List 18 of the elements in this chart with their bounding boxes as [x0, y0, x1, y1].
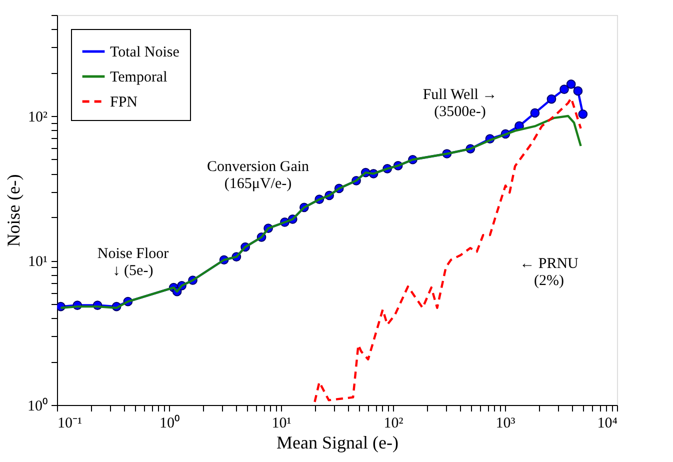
y-axis-title: Noise (e-) — [4, 174, 24, 247]
x-tick-label: 10¹ — [272, 416, 292, 432]
y-tick-label: 10⁰ — [28, 398, 48, 414]
legend-label: Total Noise — [110, 44, 180, 60]
x-axis-title: Mean Signal (e-) — [276, 432, 398, 452]
x-tick-label: 10³ — [496, 416, 516, 432]
annotation: Full Well → (3500e-) — [422, 87, 498, 120]
y-tick-label: 10² — [28, 110, 48, 126]
x-tick-label: 10² — [384, 416, 404, 432]
x-tick-label: 10⁰ — [160, 414, 180, 432]
x-tick-label: 10⁻¹ — [58, 416, 82, 432]
annotation: ← PRNU (2%) — [520, 256, 579, 289]
annotation: Noise Floor ↓ (5e-) — [97, 246, 169, 279]
x-tick-label: 10⁴ — [597, 416, 618, 432]
annotation: Conversion Gain (165μV/e-) — [206, 159, 310, 192]
y-tick-label: 10¹ — [28, 254, 48, 270]
legend-label: Temporal — [110, 70, 168, 86]
legend-label: FPN — [110, 94, 138, 110]
